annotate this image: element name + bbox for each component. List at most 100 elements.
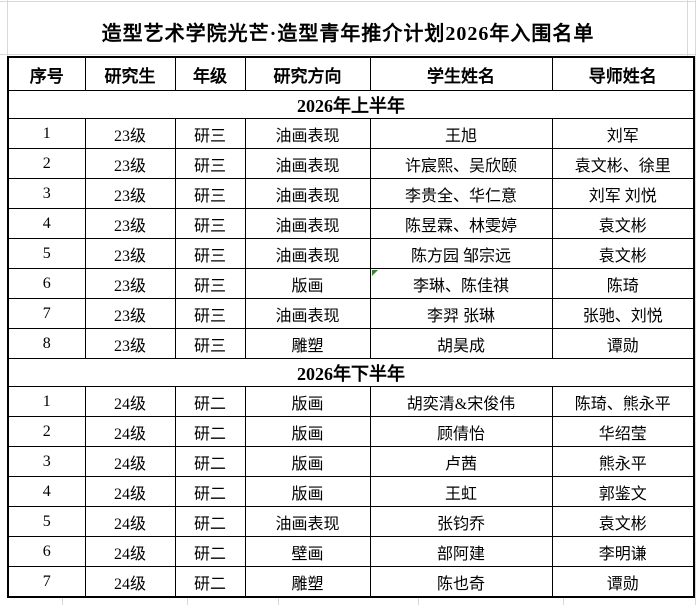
cell-grade[interactable]: 研二 xyxy=(174,476,246,507)
cell-grade[interactable]: 研二 xyxy=(174,536,246,567)
cell-student-name[interactable]: 陈昱霖、林雯婷 xyxy=(369,208,553,239)
cell-grade[interactable]: 研二 xyxy=(174,566,246,598)
cell-index[interactable]: 4 xyxy=(7,476,86,507)
cell-index[interactable]: 2 xyxy=(7,416,86,447)
cell-cohort[interactable]: 23级 xyxy=(84,328,176,359)
cell-research-direction[interactable]: 壁画 xyxy=(244,536,371,567)
cell-grade[interactable]: 研二 xyxy=(174,386,246,417)
cell-cohort[interactable]: 23级 xyxy=(84,148,176,179)
cell-grade[interactable]: 研二 xyxy=(174,416,246,447)
cell-cohort[interactable]: 24级 xyxy=(84,386,176,417)
cell-student-name[interactable]: 卢茜 xyxy=(369,446,553,477)
cell-student-name[interactable]: 李贵全、华仁意 xyxy=(369,178,553,209)
cell-grade[interactable]: 研三 xyxy=(174,148,246,179)
cell-cohort[interactable]: 23级 xyxy=(84,118,176,149)
cell-advisor-name[interactable]: 袁文彬 xyxy=(551,506,695,537)
cell-advisor-name[interactable]: 陈琦 xyxy=(551,268,695,299)
cell-index[interactable]: 6 xyxy=(7,536,86,567)
cell-research-direction[interactable]: 油画表现 xyxy=(244,148,371,179)
cell-advisor-name[interactable]: 郭鉴文 xyxy=(551,476,695,507)
cell-grade[interactable]: 研三 xyxy=(174,298,246,329)
cell-grade[interactable]: 研三 xyxy=(174,268,246,299)
cell-student-name[interactable]: 陈方园 邹宗远 xyxy=(369,238,553,269)
cell-index[interactable]: 8 xyxy=(7,328,86,359)
cell-advisor-name[interactable]: 刘军 刘悦 xyxy=(551,178,695,209)
cell-advisor-name[interactable]: 谭勋 xyxy=(551,328,695,359)
cell-index[interactable]: 7 xyxy=(7,298,86,329)
cell-advisor-name[interactable]: 李明谦 xyxy=(551,536,695,567)
cell-cohort[interactable]: 24级 xyxy=(84,446,176,477)
cell-advisor-name[interactable]: 袁文彬、徐里 xyxy=(551,148,695,179)
cell-student-name[interactable]: 王旭 xyxy=(369,118,553,149)
cell-index[interactable]: 3 xyxy=(7,178,86,209)
column-header-student-name[interactable]: 学生姓名 xyxy=(369,56,553,91)
cell-student-name[interactable]: 顾倩怡 xyxy=(369,416,553,447)
cell-cohort[interactable]: 23级 xyxy=(84,178,176,209)
cell-advisor-name[interactable]: 熊永平 xyxy=(551,446,695,477)
cell-grade[interactable]: 研三 xyxy=(174,208,246,239)
cell-index[interactable]: 7 xyxy=(7,566,86,598)
cell-grade[interactable]: 研二 xyxy=(174,506,246,537)
cell-research-direction[interactable]: 油画表现 xyxy=(244,208,371,239)
cell-research-direction[interactable]: 版画 xyxy=(244,476,371,507)
cell-advisor-name[interactable]: 华绍莹 xyxy=(551,416,695,447)
cell-grade[interactable]: 研三 xyxy=(174,328,246,359)
cell-research-direction[interactable]: 版画 xyxy=(244,446,371,477)
cell-index[interactable]: 1 xyxy=(7,118,86,149)
cell-research-direction[interactable]: 版画 xyxy=(244,386,371,417)
cell-research-direction[interactable]: 雕塑 xyxy=(244,328,371,359)
cell-cohort[interactable]: 24级 xyxy=(84,416,176,447)
cell-index[interactable]: 2 xyxy=(7,148,86,179)
cell-index[interactable]: 1 xyxy=(7,386,86,417)
cell-cohort[interactable]: 23级 xyxy=(84,268,176,299)
cell-advisor-name[interactable]: 刘军 xyxy=(551,118,695,149)
cell-research-direction[interactable]: 版画 xyxy=(244,268,371,299)
cell-index[interactable]: 4 xyxy=(7,208,86,239)
cell-cohort[interactable]: 23级 xyxy=(84,238,176,269)
cell-index[interactable]: 6 xyxy=(7,268,86,299)
cell-cohort[interactable]: 23级 xyxy=(84,208,176,239)
cell-student-name[interactable]: 许宸熙、吴欣颐 xyxy=(369,148,553,179)
column-header-grade[interactable]: 年级 xyxy=(174,56,246,91)
cell-advisor-name[interactable]: 张驰、刘悦 xyxy=(551,298,695,329)
cell-research-direction[interactable]: 油画表现 xyxy=(244,298,371,329)
table-row: 4 23级 研三 油画表现 陈昱霖、林雯婷 袁文彬 xyxy=(7,208,695,239)
cell-advisor-name[interactable]: 陈琦、熊永平 xyxy=(551,386,695,417)
cell-grade[interactable]: 研三 xyxy=(174,178,246,209)
cell-cohort[interactable]: 24级 xyxy=(84,506,176,537)
cell-advisor-name[interactable]: 袁文彬 xyxy=(551,208,695,239)
page-title[interactable]: 造型艺术学院光芒·造型青年推介计划2026年入围名单 xyxy=(101,22,595,45)
cell-index[interactable]: 5 xyxy=(7,238,86,269)
cell-cohort[interactable]: 24级 xyxy=(84,536,176,567)
cell-research-direction[interactable]: 版画 xyxy=(244,416,371,447)
cell-student-name[interactable]: 陈也奇 xyxy=(369,566,553,598)
column-header-cohort[interactable]: 研究生 xyxy=(84,56,176,91)
cell-research-direction[interactable]: 油画表现 xyxy=(244,506,371,537)
column-header-research-direction[interactable]: 研究方向 xyxy=(244,56,371,91)
cell-student-name[interactable]: 胡昊成 xyxy=(369,328,553,359)
column-header-index[interactable]: 序号 xyxy=(7,56,86,91)
cell-index[interactable]: 3 xyxy=(7,446,86,477)
cell-grade[interactable]: 研二 xyxy=(174,446,246,477)
cell-index[interactable]: 5 xyxy=(7,506,86,537)
cell-cohort[interactable]: 23级 xyxy=(84,298,176,329)
cell-student-name[interactable]: 张钧乔 xyxy=(369,506,553,537)
section-header-cell[interactable]: 2026年上半年 xyxy=(7,90,695,119)
cell-student-name[interactable]: 李羿 张琳 xyxy=(369,298,553,329)
cell-research-direction[interactable]: 油画表现 xyxy=(244,118,371,149)
cell-student-name[interactable]: 胡奕清&宋俊伟 xyxy=(369,386,553,417)
cell-research-direction[interactable]: 油画表现 xyxy=(244,178,371,209)
cell-cohort[interactable]: 24级 xyxy=(84,476,176,507)
column-header-advisor-name[interactable]: 导师姓名 xyxy=(551,56,695,91)
cell-grade[interactable]: 研三 xyxy=(174,118,246,149)
cell-advisor-name[interactable]: 袁文彬 xyxy=(551,238,695,269)
cell-advisor-name[interactable]: 谭勋 xyxy=(551,566,695,598)
cell-student-name[interactable]: 王虹 xyxy=(369,476,553,507)
cell-cohort[interactable]: 24级 xyxy=(84,566,176,598)
section-header-cell[interactable]: 2026年下半年 xyxy=(7,358,695,387)
cell-research-direction[interactable]: 雕塑 xyxy=(244,566,371,598)
cell-research-direction[interactable]: 油画表现 xyxy=(244,238,371,269)
cell-student-name[interactable]: 李琳、陈佳祺 xyxy=(369,268,553,299)
cell-grade[interactable]: 研三 xyxy=(174,238,246,269)
cell-student-name[interactable]: 部阿建 xyxy=(369,536,553,567)
